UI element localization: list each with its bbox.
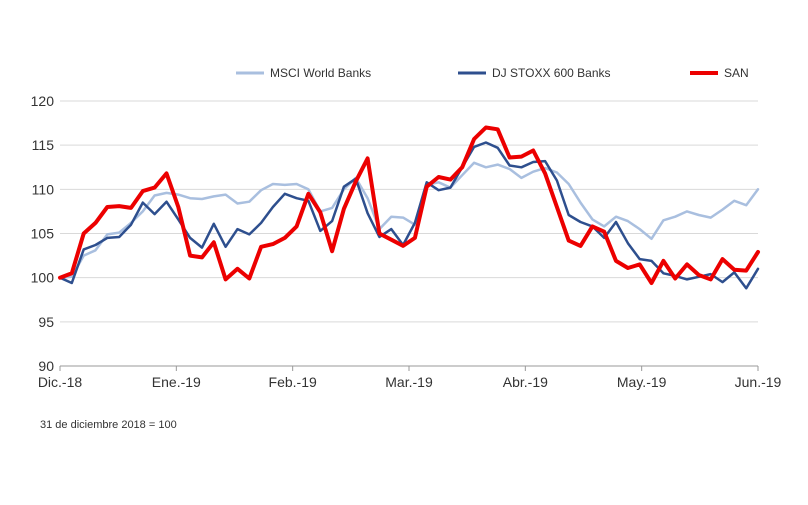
y-tick-label: 105 xyxy=(31,226,55,242)
x-tick-label: Dic.-18 xyxy=(38,374,83,390)
x-tick-label: Feb.-19 xyxy=(269,374,317,390)
base-note: 31 de diciembre 2018 = 100 xyxy=(40,419,177,431)
x-tick-label: Jun.-19 xyxy=(735,374,782,390)
legend-label: MSCI World Banks xyxy=(270,66,371,80)
legend-label: SAN xyxy=(724,66,749,80)
y-tick-label: 120 xyxy=(31,93,55,109)
y-tick-label: 115 xyxy=(32,137,55,153)
series-line-san xyxy=(58,125,760,285)
y-tick-label: 100 xyxy=(31,270,55,286)
axes: 90 95 100 105 110 115 120 Dic.-18 Ene.-19 Feb.-19… xyxy=(31,93,782,390)
gridlines xyxy=(60,100,758,367)
series-lines xyxy=(58,125,760,290)
x-tick-label: Abr.-19 xyxy=(503,374,548,390)
x-tick-label: Mar.-19 xyxy=(385,374,433,390)
legend-label: DJ STOXX 600 Banks xyxy=(492,66,611,80)
y-tick-label: 95 xyxy=(38,314,54,330)
series-line-dj-stoxx-600-banks xyxy=(58,141,760,290)
y-tick-label: 110 xyxy=(32,181,55,197)
series-line-msci-world-banks xyxy=(58,161,760,279)
x-tick-label: Ene.-19 xyxy=(152,374,201,390)
y-tick-label: 90 xyxy=(38,358,54,374)
x-tick-label: May.-19 xyxy=(617,374,667,390)
legend: MSCI World Banks DJ STOXX 600 Banks SAN xyxy=(236,66,749,80)
